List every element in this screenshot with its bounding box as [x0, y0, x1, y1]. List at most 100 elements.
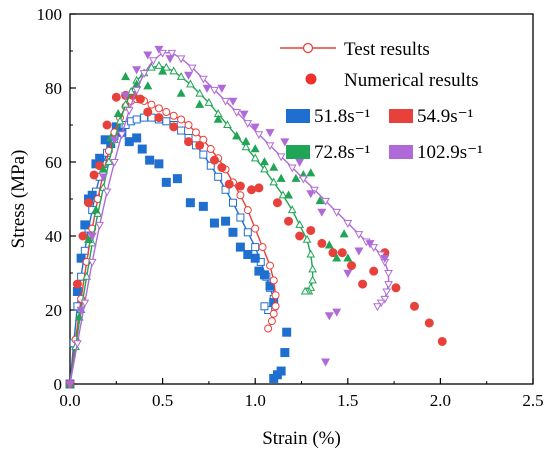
- test-marker: [147, 62, 156, 71]
- test-marker: [384, 281, 393, 289]
- numerical-marker: [291, 173, 301, 182]
- numerical-marker: [95, 153, 105, 163]
- numerical-marker: [169, 122, 179, 132]
- numerical-marker: [154, 113, 164, 123]
- legend-series-label: 54.9s⁻¹: [417, 106, 474, 127]
- test-marker: [332, 208, 342, 217]
- numerical-marker: [254, 266, 264, 276]
- numerical-marker: [143, 107, 153, 117]
- numerical-marker: [265, 281, 275, 291]
- numerical-marker: [269, 162, 279, 171]
- test-marker: [154, 104, 163, 113]
- test-marker: [110, 158, 119, 167]
- y-axis-tick-labels: 0 20 40 60 80 100: [37, 5, 63, 394]
- numerical-marker: [228, 227, 238, 237]
- numerical-marker: [337, 248, 347, 258]
- numerical-marker: [265, 129, 275, 138]
- test-marker: [161, 62, 171, 71]
- numerical-marker: [176, 88, 186, 97]
- test-marker: [80, 246, 89, 255]
- test-marker: [276, 153, 286, 162]
- test-marker: [269, 309, 278, 318]
- numerical-marker: [172, 174, 182, 184]
- x-tick-label: 1.5: [337, 391, 358, 410]
- test-marker: [124, 107, 134, 116]
- numerical-marker: [259, 270, 269, 280]
- test-marker: [223, 120, 232, 129]
- numerical-marker: [98, 164, 108, 173]
- legend: Test results Numerical results 51.8s⁻¹ 54…: [280, 39, 483, 163]
- numerical-marker: [161, 177, 171, 187]
- test-marker: [228, 198, 237, 207]
- numerical-marker: [65, 380, 75, 389]
- x-tick-label: 0.0: [59, 391, 80, 410]
- numerical-marker: [87, 232, 97, 241]
- numerical-marker: [358, 279, 368, 289]
- numerical-marker: [158, 66, 168, 75]
- numerical-marker: [272, 198, 282, 208]
- test-marker: [380, 295, 390, 304]
- test-marker: [278, 190, 288, 199]
- test-marker: [176, 55, 186, 64]
- numerical-marker: [365, 240, 375, 249]
- numerical-marker: [332, 308, 342, 317]
- numerical-marker: [241, 136, 251, 145]
- legend-swatch: [286, 109, 310, 123]
- legend-swatch: [389, 145, 413, 159]
- numerical-marker: [154, 45, 164, 55]
- test-marker: [287, 164, 297, 173]
- numerical-marker: [306, 225, 316, 235]
- test-marker: [132, 115, 141, 124]
- test-marker: [260, 164, 269, 173]
- numerical-marker: [269, 298, 279, 308]
- test-marker: [158, 49, 167, 58]
- legend-series-label: 51.8s⁻¹: [314, 106, 371, 127]
- test-marker: [265, 142, 275, 151]
- test-marker: [376, 299, 386, 308]
- test-marker: [80, 299, 90, 308]
- test-marker: [214, 172, 223, 181]
- test-marker: [243, 206, 252, 215]
- numerical-marker: [284, 190, 294, 199]
- numerical-marker: [78, 231, 88, 241]
- numerical-marker: [369, 266, 379, 276]
- numerical-marker: [100, 135, 110, 145]
- test-marker: [369, 244, 379, 252]
- numerical-marker: [246, 185, 256, 195]
- numerical-marker: [280, 348, 290, 358]
- test-marker: [176, 72, 186, 80]
- numerical-marker: [80, 220, 90, 230]
- test-marker: [300, 286, 310, 295]
- numerical-marker: [317, 208, 327, 217]
- test-marker: [210, 86, 219, 95]
- legend-test-marker: [302, 42, 314, 54]
- numerical-marker: [132, 66, 142, 75]
- test-marker: [195, 88, 204, 97]
- numerical-marker: [84, 234, 94, 243]
- test-marker: [302, 234, 312, 243]
- test-marker: [139, 70, 149, 79]
- numerical-marker: [184, 137, 194, 147]
- numerical-marker: [250, 123, 260, 132]
- numerical-marker: [391, 283, 401, 293]
- test-marker: [162, 108, 171, 117]
- numerical-marker: [217, 84, 227, 93]
- test-marker: [95, 221, 104, 230]
- x-tick-label: 1.0: [245, 391, 266, 410]
- numerical-marker: [284, 216, 294, 226]
- y-tick-label: 100: [37, 5, 63, 24]
- test-marker: [184, 121, 193, 129]
- legend-numerical-marker: [305, 73, 317, 85]
- test-marker: [250, 153, 260, 162]
- test-marker: [199, 150, 208, 159]
- test-line: [69, 65, 314, 385]
- test-marker: [382, 288, 392, 297]
- numerical-marker: [280, 138, 290, 147]
- numerical-marker: [72, 279, 82, 289]
- numerical-marker: [354, 247, 364, 256]
- test-marker: [236, 191, 245, 200]
- test-marker: [117, 131, 127, 140]
- numerical-marker: [321, 358, 331, 367]
- numerical-marker: [213, 114, 223, 123]
